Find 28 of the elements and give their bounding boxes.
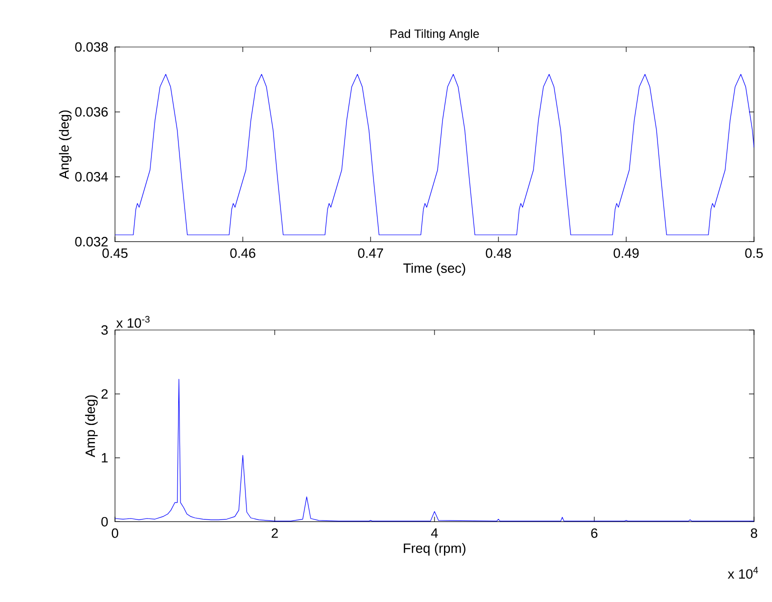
x-tick-label: 0.5: [745, 248, 763, 258]
y-axis-title: Angle (deg): [58, 110, 72, 180]
text: x 10$^{4}$: [728, 566, 758, 579]
x-axis-title: Time (sec): [403, 263, 466, 276]
x-tick-label: 2: [272, 528, 278, 538]
line-series: [115, 74, 754, 236]
x-tick-label: 0.48: [486, 248, 511, 258]
x-tick-label: 4: [431, 528, 438, 538]
y-tick-label: 0: [101, 516, 108, 526]
x-tick-label: 0: [112, 528, 118, 538]
y-tick-label: 1: [102, 453, 108, 462]
y-tick-label: 0.032: [75, 236, 108, 246]
x-tick-label: 0.46: [230, 248, 256, 258]
y-tick-label: 3: [101, 325, 108, 335]
y-tick-label: 2: [102, 389, 108, 399]
x-tick-label: 0.47: [358, 248, 384, 258]
text: x 10$^{-3}$: [116, 316, 150, 328]
y-axis-title: Amp (deg): [85, 395, 98, 458]
x-tick-label: 8: [750, 528, 758, 538]
chart-title: Pad Tilting Angle: [390, 29, 479, 40]
x-tick-label: 0.45: [102, 248, 128, 258]
y-tick-label: 0.034: [75, 172, 108, 182]
y-tick-label: 0.036: [75, 107, 108, 117]
line-series: [115, 378, 754, 522]
y-tick-label: 0.038: [75, 42, 108, 52]
x-axis-title: Freq (rpm): [404, 543, 466, 556]
x-tick-label: 0.49: [614, 248, 639, 258]
x-tick-label: 6: [591, 528, 598, 538]
